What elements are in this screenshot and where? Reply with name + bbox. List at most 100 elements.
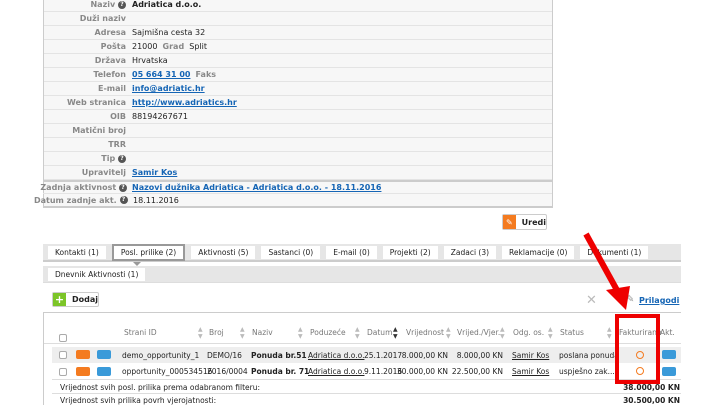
label: Tip: [101, 154, 116, 163]
col-strani-id[interactable]: Strani ID: [124, 328, 157, 337]
col-vrijednost[interactable]: Vrijednost: [406, 328, 444, 337]
info-row: Pošta 21000 Grad Split: [44, 40, 552, 54]
info-row: OIB 88194267671: [44, 110, 552, 124]
sort-icon[interactable]: ▲ ▼: [240, 326, 245, 340]
value: 88194267671: [132, 112, 188, 121]
info-row: Telefon 05 664 31 00 Faks: [44, 68, 552, 82]
sort-icon[interactable]: ▲ ▼: [548, 326, 553, 340]
label: Pošta: [100, 42, 126, 51]
col-broj[interactable]: Broj: [209, 328, 224, 337]
last-activity-link[interactable]: Nazovi dužnika Adriatica - Adriatica d.o…: [132, 183, 382, 192]
view-row-icon[interactable]: [97, 350, 111, 359]
label: Matični broj: [72, 126, 126, 135]
cell-status: uspješno zak...: [559, 367, 615, 376]
tab-projekti[interactable]: Projekti (2): [382, 245, 438, 259]
owner-link[interactable]: Samir Kos: [512, 351, 550, 360]
tab-email[interactable]: E-mail (0): [326, 245, 377, 259]
customize-link[interactable]: Prilagodi: [639, 296, 680, 305]
divider: [43, 312, 44, 405]
edit-button[interactable]: ✎ Uredi: [502, 214, 547, 230]
not-invoiced-icon: [636, 351, 644, 359]
cell-vrijednost: 30.000,00 KN: [396, 367, 448, 376]
sort-icon[interactable]: ▲ ▼: [393, 326, 398, 340]
info-row: TRR: [44, 138, 552, 152]
company-link[interactable]: Adriatica d.o.o.: [308, 351, 365, 360]
summary-value: 38.000,00 KN: [623, 383, 680, 392]
tab-kontakti[interactable]: Kontakti (1): [48, 245, 106, 259]
action-icon[interactable]: [662, 367, 676, 376]
label: Naziv: [90, 0, 116, 9]
active-tab-caret: [133, 262, 141, 266]
view-row-icon[interactable]: [97, 367, 111, 376]
cell-naziv: Ponuda br. 71: [251, 367, 310, 376]
sort-icon[interactable]: ▲ ▼: [500, 326, 505, 340]
label: Grad: [162, 42, 185, 51]
subtab-bar: Dnevnik Aktivnosti (1): [43, 266, 681, 283]
info-row: Tip ?: [44, 152, 552, 166]
info-row: Država Hrvatska: [44, 54, 552, 68]
summary-value: 30.500,00 KN: [623, 396, 680, 405]
label: Adresa: [94, 28, 126, 37]
info-row: Datum zadnje akt. ? 18.11.2016: [34, 194, 552, 208]
tab-zadaci[interactable]: Zadaci (3): [443, 245, 497, 259]
col-datum[interactable]: Datum: [367, 328, 393, 337]
info-row: E-mail info@adriatic.hr: [44, 82, 552, 96]
help-icon[interactable]: ?: [119, 183, 127, 192]
phone-link[interactable]: 05 664 31 00: [132, 70, 191, 79]
cell-vrijednost: 8.000,00 KN: [401, 351, 448, 360]
label: Zadnja aktivnost: [40, 183, 117, 192]
divider: [43, 312, 681, 313]
label: Država: [94, 56, 126, 65]
col-vrijed-vjer[interactable]: Vrijed./Vjer.: [457, 328, 501, 337]
label: E-mail: [97, 84, 126, 93]
info-row: Duži naziv: [44, 12, 552, 26]
row-checkbox[interactable]: [59, 368, 67, 376]
col-poduzece[interactable]: Poduzeće: [310, 328, 346, 337]
col-status[interactable]: Status: [560, 328, 584, 337]
company-link[interactable]: Adriatica d.o.o.: [308, 367, 365, 376]
subtab-dnevnik[interactable]: Dnevnik Aktivnosti (1): [48, 267, 146, 281]
web-link[interactable]: http://www.adriatics.hr: [132, 98, 237, 107]
annotation-arrow-icon: [583, 232, 630, 310]
edit-row-icon[interactable]: [76, 350, 90, 359]
row-checkbox[interactable]: [59, 351, 67, 359]
tab-sastanci[interactable]: Sastanci (0): [261, 245, 321, 259]
sort-icon[interactable]: ▲ ▼: [298, 326, 303, 340]
help-icon[interactable]: ?: [119, 196, 128, 204]
edit-row-icon[interactable]: [76, 367, 90, 376]
not-invoiced-icon: [636, 367, 644, 375]
value: 18.11.2016: [133, 195, 179, 205]
tab-reklamacije[interactable]: Reklamacije (0): [502, 245, 575, 259]
cell-datum: 25.1.2017: [364, 351, 403, 360]
tab-posl-prilike[interactable]: Posl. prilike (2): [111, 243, 186, 261]
help-icon[interactable]: ?: [118, 154, 126, 163]
select-all-checkbox[interactable]: [59, 334, 67, 342]
add-button[interactable]: + Dodaj: [52, 292, 99, 307]
tab-aktivnosti[interactable]: Aktivnosti (5): [191, 245, 256, 259]
cell-vrijed-vjer: 22.500,00 KN: [451, 367, 503, 376]
value: Sajmišna cesta 32: [132, 28, 206, 37]
sort-icon[interactable]: ▲ ▼: [355, 326, 360, 340]
sort-icon[interactable]: ▲ ▼: [607, 326, 612, 340]
cell-status: poslana ponuda: [559, 351, 619, 360]
help-icon[interactable]: ?: [118, 0, 126, 9]
cell-naziv: Ponuda br.51: [251, 351, 307, 360]
sort-icon[interactable]: ▲ ▼: [198, 326, 203, 340]
manager-link[interactable]: Samir Kos: [132, 168, 178, 177]
owner-link[interactable]: Samir Kos: [512, 367, 550, 376]
col-akt: Akt.: [660, 328, 675, 337]
info-row: Upravitelj Samir Kos: [44, 166, 552, 180]
email-link[interactable]: info@adriatic.hr: [132, 84, 205, 93]
info-row: Adresa Sajmišna cesta 32: [44, 26, 552, 40]
action-icon[interactable]: [662, 350, 676, 359]
value: Split: [189, 42, 208, 51]
col-fakturirano[interactable]: Fakturirano: [619, 328, 662, 337]
label: Faks: [195, 70, 217, 79]
info-row: Web stranica http://www.adriatics.hr: [44, 96, 552, 110]
label: OIB: [110, 112, 126, 121]
col-odg-os[interactable]: Odg. os.: [513, 328, 545, 337]
close-filter-icon[interactable]: ✕: [586, 293, 597, 308]
col-naziv[interactable]: Naziv: [252, 328, 273, 337]
value: Hrvatska: [132, 56, 168, 65]
sort-icon[interactable]: ▲ ▼: [446, 326, 451, 340]
